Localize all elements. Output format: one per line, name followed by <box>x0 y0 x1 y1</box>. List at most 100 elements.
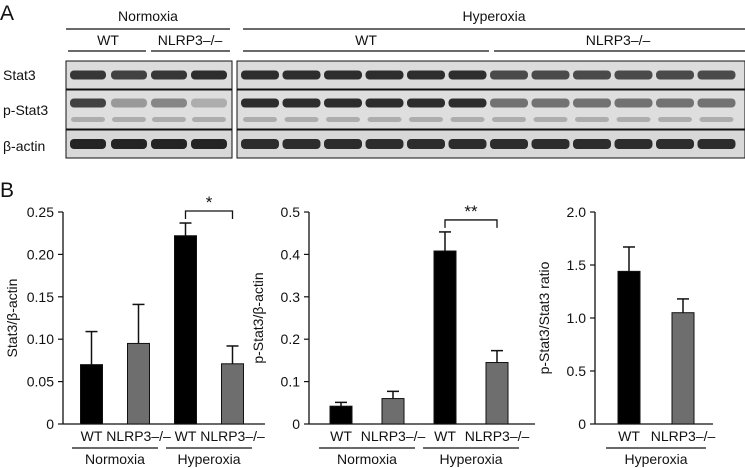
blot-band-secondary <box>367 117 402 122</box>
blot-band <box>614 70 653 80</box>
blot-frame-normoxia-pstat3 <box>65 89 233 130</box>
blot-bands <box>70 70 736 149</box>
blot-band <box>70 70 106 80</box>
blot-band-secondary <box>409 117 443 122</box>
blot-band-secondary <box>326 117 360 122</box>
x-tick-label: WT <box>330 428 352 444</box>
blot-band <box>697 139 736 149</box>
blot-band-secondary <box>492 117 526 122</box>
blot-band-secondary <box>533 117 568 122</box>
x-tick-label: NLRP3–/– <box>651 428 716 444</box>
blot-band <box>697 70 736 80</box>
blot-band <box>490 139 528 149</box>
significance-bracket <box>444 219 498 228</box>
group-label: Normoxia <box>85 451 145 467</box>
blot-band <box>656 98 694 108</box>
bar <box>381 398 405 425</box>
y-tick-label: 0.3 <box>281 289 301 305</box>
blot-band <box>407 139 445 149</box>
bar <box>329 405 353 425</box>
blot-band-secondary <box>152 117 186 122</box>
blot-band-secondary <box>112 117 146 122</box>
blot-band <box>191 70 227 80</box>
sub-wt-hyperoxia: WT <box>355 32 377 48</box>
blot-band <box>241 70 279 80</box>
y-tick-label: 0.15 <box>27 289 54 305</box>
x-tick-label: WT <box>81 428 103 444</box>
hyperoxia-header: Hyperoxia <box>462 8 525 24</box>
normoxia-header: Normoxia <box>118 8 178 24</box>
blot-band <box>111 70 147 80</box>
bar <box>221 363 244 425</box>
y-tick-label: 0.25 <box>27 204 54 220</box>
group-label: Hyperoxia <box>624 451 687 467</box>
blot-band <box>656 139 694 149</box>
blot-band <box>191 98 227 108</box>
blot-band <box>448 98 487 108</box>
blot-band-secondary <box>284 117 319 122</box>
y-tick-label: 0 <box>292 416 300 432</box>
y-tick-label: 0.05 <box>27 374 54 390</box>
y-tick-label: 0.20 <box>27 246 54 262</box>
y-tick-label: 2.0 <box>567 204 587 220</box>
significance-bracket <box>184 210 234 220</box>
significance-label: ** <box>464 202 478 221</box>
blot-band <box>70 139 106 149</box>
y-axis-label: p-Stat3/Stat3 ratio <box>536 261 552 374</box>
blot-band-secondary <box>243 117 277 122</box>
blot-band <box>324 70 362 80</box>
blot-band <box>241 139 279 149</box>
blot-band <box>407 70 445 80</box>
blot-band <box>70 98 106 108</box>
row-label-pstat3: p-Stat3 <box>3 102 48 118</box>
blot-band <box>191 139 227 149</box>
chart-pstat3-beta-actin: 0 0.1 0.2 0.3 0.4 0.5 p-Stat3/β-actin WT NLRP3–/… <box>250 202 535 467</box>
blot-band-secondary <box>575 117 609 122</box>
blot-band <box>614 139 653 149</box>
y-tick-label: 0 <box>578 416 586 432</box>
sub-ko-hyperoxia: NLRP3–/– <box>586 32 651 48</box>
panel-a-label: A <box>0 2 14 25</box>
blot-band <box>490 98 528 108</box>
blot-band <box>111 139 147 149</box>
x-tick-label: NLRP3–/– <box>106 428 171 444</box>
blot-band <box>324 139 362 149</box>
y-axis-label: p-Stat3/β-actin <box>250 272 266 363</box>
chart-pstat3-stat3-ratio: 0 0.5 1.0 1.5 2.0 p-Stat3/Stat3 ratio WT NLRP3–… <box>536 204 716 467</box>
panel-b-label: B <box>0 179 14 202</box>
blot-band-secondary <box>71 117 105 122</box>
y-tick-label: 0.10 <box>27 331 54 347</box>
y-tick-label: 0.4 <box>281 246 301 262</box>
x-tick-label: WT <box>175 428 197 444</box>
y-tick-label: 1.5 <box>567 257 587 273</box>
row-label-stat3: Stat3 <box>3 67 36 83</box>
blot-band <box>365 139 404 149</box>
x-tick-label: WT <box>434 428 456 444</box>
blot-band <box>531 70 570 80</box>
blot-band <box>111 98 147 108</box>
blot-band <box>151 70 187 80</box>
blot-band <box>151 98 187 108</box>
blot-frame-hyperoxia-pstat3 <box>236 89 745 130</box>
blot-band <box>573 139 611 149</box>
y-axis-label: Stat3/β-actin <box>4 279 20 358</box>
blot-band <box>697 98 736 108</box>
bar <box>80 364 103 425</box>
bar <box>127 342 150 425</box>
bar <box>671 312 695 425</box>
y-tick-label: 0.2 <box>281 331 301 347</box>
blot-band-secondary <box>616 117 651 122</box>
sub-wt-normoxia: WT <box>97 32 119 48</box>
bar <box>485 362 509 425</box>
blot-band <box>614 98 653 108</box>
y-tick-label: 0.5 <box>281 204 301 220</box>
blot-band <box>282 98 321 108</box>
bar <box>433 250 457 425</box>
blot-band <box>448 139 487 149</box>
blot-band-secondary <box>450 117 485 122</box>
y-tick-label: 0.5 <box>567 363 587 379</box>
blot-band <box>448 70 487 80</box>
blot-band <box>241 98 279 108</box>
blot-band-secondary <box>699 117 734 122</box>
